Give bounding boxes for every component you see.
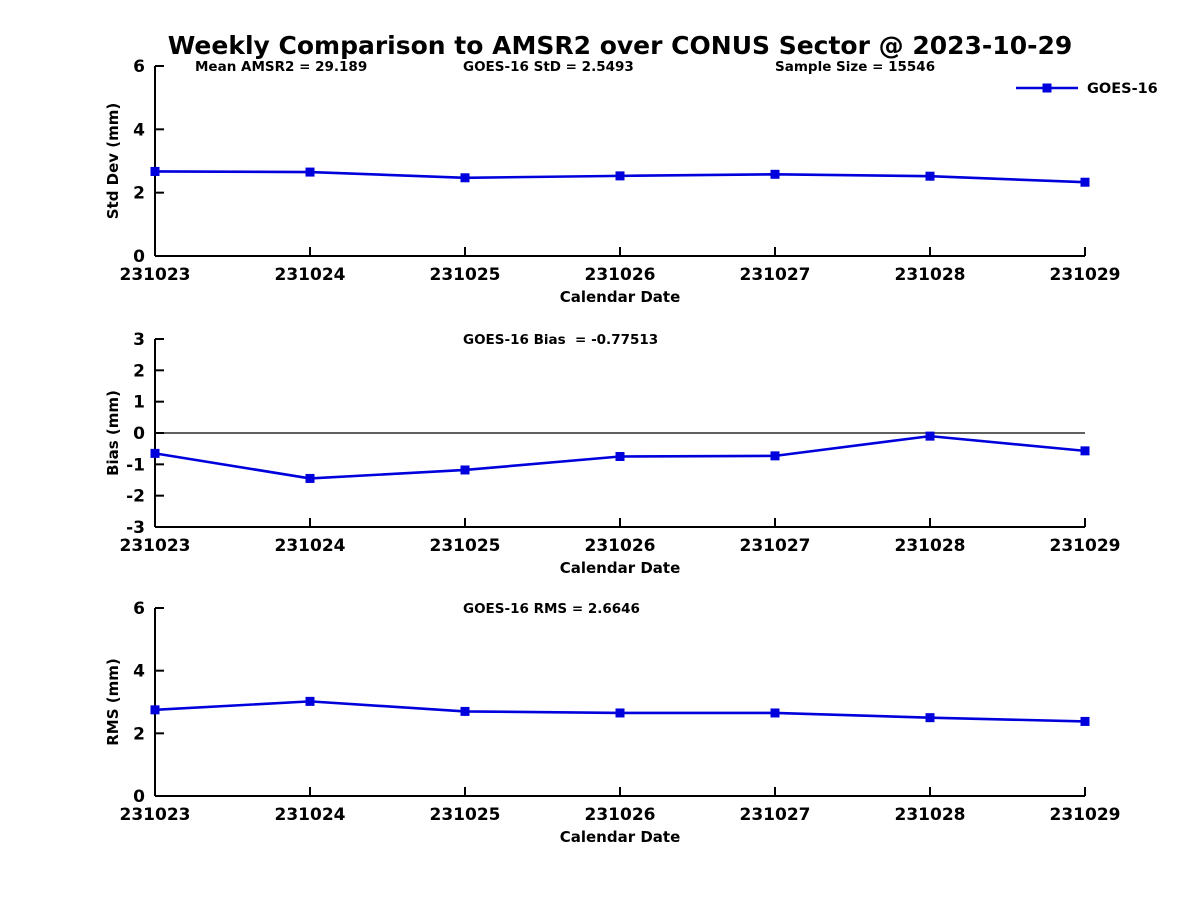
x-tick-label: 231027 (740, 536, 811, 556)
y-tick-label: 2 (133, 184, 145, 204)
y-tick-label: 2 (133, 724, 145, 744)
series-marker (925, 171, 935, 181)
x-axis-title: Calendar Date (560, 288, 681, 306)
x-tick-label: 231023 (120, 805, 191, 825)
legend-marker (1042, 83, 1052, 93)
stat-annotation: GOES-16 Bias = -0.77513 (463, 332, 658, 348)
stat-annotation: GOES-16 RMS = 2.6646 (463, 601, 640, 617)
series-marker (460, 173, 470, 183)
stat-annotation: Sample Size = 15546 (775, 59, 935, 75)
series-marker (615, 171, 625, 181)
y-tick-label: 0 (133, 787, 145, 807)
x-tick-label: 231029 (1050, 536, 1121, 556)
x-tick-label: 231028 (895, 805, 966, 825)
x-tick-label: 231029 (1050, 265, 1121, 285)
x-tick-label: 231026 (585, 265, 656, 285)
series-marker (305, 696, 315, 706)
y-tick-label: 6 (133, 57, 145, 77)
y-tick-label: -3 (126, 518, 145, 538)
x-tick-label: 231028 (895, 536, 966, 556)
series-marker (615, 708, 625, 718)
x-tick-label: 231026 (585, 536, 656, 556)
y-axis-title: Std Dev (mm) (104, 103, 122, 220)
x-tick-label: 231025 (430, 265, 501, 285)
y-axis-title: RMS (mm) (104, 658, 122, 745)
y-tick-label: 2 (133, 361, 145, 381)
series-marker (460, 706, 470, 716)
series-marker (460, 465, 470, 475)
series-marker (925, 713, 935, 723)
series-marker (150, 705, 160, 715)
y-tick-label: 4 (133, 120, 145, 140)
stat-annotation: Mean AMSR2 = 29.189 (195, 59, 367, 75)
x-tick-label: 231026 (585, 805, 656, 825)
x-tick-label: 231027 (740, 805, 811, 825)
x-tick-label: 231027 (740, 265, 811, 285)
y-tick-label: 0 (133, 424, 145, 444)
stat-annotation: GOES-16 StD = 2.5493 (463, 59, 634, 75)
series-marker (305, 473, 315, 483)
y-tick-label: 0 (133, 247, 145, 267)
y-tick-label: -2 (126, 487, 145, 507)
series-marker (770, 451, 780, 461)
series-marker (770, 708, 780, 718)
x-tick-label: 231025 (430, 536, 501, 556)
y-tick-label: 4 (133, 662, 145, 682)
x-tick-label: 231028 (895, 265, 966, 285)
series-marker (150, 166, 160, 176)
y-axis-title: Bias (mm) (104, 390, 122, 476)
x-tick-label: 231024 (275, 805, 346, 825)
legend-label: GOES-16 (1087, 81, 1158, 97)
x-axis-title: Calendar Date (560, 559, 681, 577)
series-marker (305, 167, 315, 177)
y-tick-label: 6 (133, 599, 145, 619)
x-axis-title: Calendar Date (560, 828, 681, 846)
series-marker (1080, 716, 1090, 726)
x-tick-label: 231029 (1050, 805, 1121, 825)
x-tick-label: 231024 (275, 265, 346, 285)
series-marker (615, 452, 625, 461)
y-tick-label: -1 (126, 455, 145, 475)
series-marker (1080, 177, 1090, 187)
series-marker (150, 448, 160, 458)
x-tick-label: 231025 (430, 805, 501, 825)
y-tick-label: 3 (133, 330, 145, 350)
series-marker (1080, 446, 1090, 456)
y-tick-label: 1 (133, 393, 145, 413)
figure-title: Weekly Comparison to AMSR2 over CONUS Se… (167, 31, 1073, 60)
x-tick-label: 231023 (120, 536, 191, 556)
x-tick-label: 231024 (275, 536, 346, 556)
series-marker (770, 169, 780, 179)
series-marker (925, 431, 935, 441)
x-tick-label: 231023 (120, 265, 191, 285)
